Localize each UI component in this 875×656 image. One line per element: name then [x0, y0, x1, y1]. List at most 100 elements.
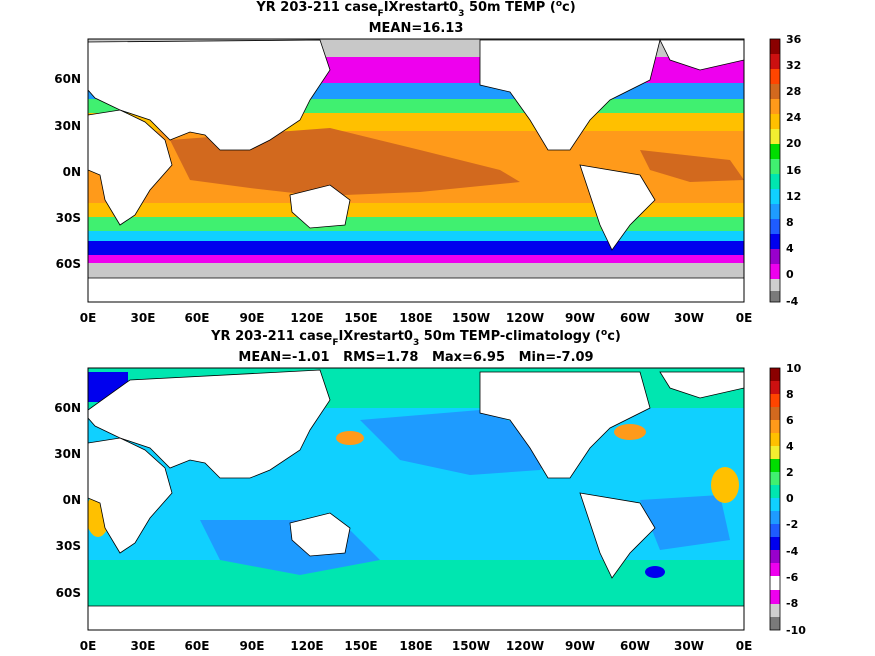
panel-1-band-south-mid: [88, 217, 744, 231]
colorbar-1-label: 20: [786, 137, 802, 150]
panel-2-band-south: [88, 560, 744, 608]
colorbar-2-seg: [770, 590, 780, 604]
panel-1-xtick: 60W: [620, 311, 650, 325]
colorbar-1-seg: [770, 144, 780, 159]
panel-1-xtick: 90E: [240, 311, 265, 325]
colorbar-1-seg: [770, 69, 780, 84]
panel-1-band-south-cold: [88, 241, 744, 255]
colorbar-1-seg: [770, 54, 780, 69]
panel-1-ytick: 0N: [63, 165, 81, 179]
panel-1-xtick: 60E: [185, 311, 210, 325]
panel-1-colorbar: 36 32 28 24 20 16 12 8 4 0 -4: [769, 33, 802, 308]
panel-2-cold-spot: [645, 566, 665, 578]
panel-1-ytick: 60N: [54, 72, 81, 86]
panel-2-ytick: 0N: [63, 493, 81, 507]
colorbar-2-seg: [770, 446, 780, 459]
panel-2-subtitle: MEAN=-1.01 RMS=1.78 Max=6.95 Min=-7.09: [238, 350, 593, 365]
panel-1-xtick: 0E: [736, 311, 753, 325]
panel-2-map: [88, 368, 744, 630]
colorbar-2-seg: [770, 485, 780, 498]
colorbar-2-label: 6: [786, 414, 794, 427]
colorbar-1-seg: [770, 264, 780, 279]
panel-2-cool-atlantic: [640, 495, 730, 550]
panel-2-land-eurasia: [88, 369, 331, 479]
panel-2-xtick: 0E: [736, 639, 753, 653]
panel-1-land-south-america: [579, 164, 656, 251]
colorbar-1-label: 12: [786, 190, 801, 203]
panel-2-xtick: 120E: [290, 639, 323, 653]
colorbar-2-seg: [770, 420, 780, 433]
colorbar-1-label: 16: [786, 164, 802, 177]
panel-1-land-north-america: [479, 39, 661, 151]
colorbar-2-frame: [769, 367, 781, 631]
colorbar-2-label: -2: [786, 518, 798, 531]
panel-1-land-australia: [289, 184, 351, 229]
panel-2-xtick: 150W: [452, 639, 490, 653]
colorbar-2-label: 4: [786, 440, 794, 453]
colorbar-2-label: -8: [786, 597, 798, 610]
colorbar-1-label: 36: [786, 33, 802, 46]
panel-1-land-antarctica: [88, 277, 744, 302]
colorbar-2-seg: [770, 617, 780, 630]
colorbar-2-label: 10: [786, 362, 802, 375]
colorbar-2-seg: [770, 563, 780, 576]
panel-1-land-eurasia: [88, 39, 331, 151]
panel-2-colorbar: 10 8 6 4 2 0 -2 -4 -6 -8 -10: [769, 362, 806, 637]
panel-1-ytick: 30S: [56, 211, 81, 225]
colorbar-1-label: 4: [786, 242, 794, 255]
panel-2-ytick: 60S: [56, 586, 81, 600]
panel-2-warm-spot: [336, 431, 364, 445]
panel-2-x-ticks: 0E 30E 60E 90E 120E 150E 180E 150W 120W …: [80, 639, 753, 653]
panel-2-ytick: 30N: [54, 447, 81, 461]
panel-2-land-south-america: [579, 492, 656, 579]
panel-2-warm-spot: [614, 424, 646, 440]
panel-1-y-ticks: 60N 30N 0N 30S 60S: [54, 72, 81, 271]
panel-2-xtick: 150E: [344, 639, 377, 653]
panel-1-x-ticks: 0E 30E 60E 90E 120E 150E 180E 150W 120W …: [80, 311, 753, 325]
panel-2-xtick: 180E: [399, 639, 432, 653]
colorbar-2-seg: [770, 459, 780, 472]
colorbar-1-seg: [770, 234, 780, 249]
panel-1-xtick: 120E: [290, 311, 323, 325]
panel-1-atlantic-warm: [640, 150, 744, 182]
colorbar-2-seg: [770, 433, 780, 446]
colorbar-2-label: 8: [786, 388, 794, 401]
colorbar-2-seg: [770, 472, 780, 485]
panel-2-xtick: 120W: [506, 639, 544, 653]
colorbar-1-seg: [770, 129, 780, 144]
panel-2-xtick: 30E: [131, 639, 156, 653]
panel-2-xtick: 60W: [620, 639, 650, 653]
panel-1-xtick: 90W: [565, 311, 595, 325]
panel-2-xtick: 90E: [240, 639, 265, 653]
colorbar-1-seg: [770, 189, 780, 204]
colorbar-1-seg: [770, 114, 780, 129]
panel-2-y-ticks: 60N 30N 0N 30S 60S: [54, 401, 81, 600]
panel-1-map: [88, 39, 744, 302]
panel-2-land-antarctica: [88, 605, 744, 630]
colorbar-1-seg: [770, 204, 780, 219]
panel-1-xtick: 30E: [131, 311, 156, 325]
panel-2-land: [88, 369, 744, 630]
panel-2-xtick: 60E: [185, 639, 210, 653]
panel-2-land-africa: [88, 437, 173, 554]
colorbar-1-label: 28: [786, 85, 801, 98]
panel-1-title-group: YR 203-211 caseFIXrestart03 50m TEMP (oc…: [255, 0, 575, 36]
colorbar-2-seg: [770, 394, 780, 407]
panel-1-xtick: 150W: [452, 311, 490, 325]
colorbar-2-seg: [770, 368, 780, 381]
colorbar-2-seg: [770, 381, 780, 394]
colorbar-1-seg: [770, 159, 780, 174]
panel-2-xtick: 90W: [565, 639, 595, 653]
panel-1-title: YR 203-211 caseFIXrestart03 50m TEMP (oc…: [255, 0, 575, 19]
panel-1-ytick: 30N: [54, 119, 81, 133]
colorbar-1-label: 8: [786, 216, 794, 229]
panel-2-ytick: 60N: [54, 401, 81, 415]
panel-1-xtick: 0E: [80, 311, 97, 325]
colorbar-2-seg: [770, 524, 780, 537]
panel-2-frame: [87, 367, 745, 631]
colorbar-2-seg: [770, 537, 780, 550]
colorbar-2-label: -4: [786, 545, 799, 558]
panel-1-band-south-cool: [88, 231, 744, 241]
colorbar-1-label: -4: [786, 295, 799, 308]
